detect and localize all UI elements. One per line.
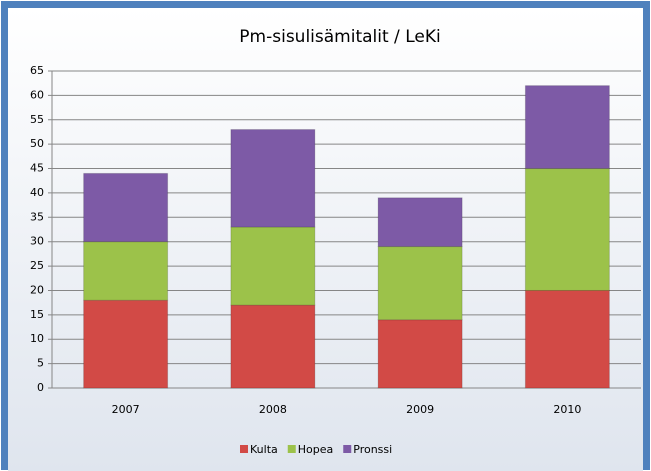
x-tick-label: 2008 [259,403,287,416]
x-tick-label: 2007 [112,403,140,416]
x-tick-label: 2009 [406,403,434,416]
y-tick-label: 10 [30,332,44,345]
bar-segment [230,304,316,389]
y-tick-label: 20 [30,283,44,296]
legend-label: Kulta [250,443,278,456]
y-tick-label: 30 [30,235,44,248]
legend-marker [343,445,352,453]
y-tick-label: 35 [30,210,44,223]
y-tick-label: 60 [30,88,44,101]
legend-label: Hopea [298,443,334,456]
bar-segment [230,129,316,228]
y-tick-label: 0 [37,381,44,394]
legend-label: Pronssi [353,443,392,456]
bar-segment [377,246,463,321]
bar-segment [83,172,169,243]
x-tick-label: 2010 [553,403,581,416]
bar-segment [377,197,463,248]
y-tick-label: 25 [30,259,44,272]
y-tick-label: 50 [30,137,44,150]
bar-segment [524,85,610,170]
y-tick-label: 65 [30,64,44,77]
y-tick-label: 5 [37,357,44,370]
bar-segment [524,289,610,389]
bar-segment [83,299,169,389]
bar-segment [524,168,610,291]
bar-segment [83,241,169,301]
bar-segment [230,226,316,306]
bar-segment [377,319,463,389]
chart-title: Pm-sisulisämitalit / LeKi [239,27,440,47]
legend-marker [287,445,296,453]
y-tick-label: 45 [30,162,44,175]
y-tick-label: 15 [30,308,44,321]
y-tick-label: 55 [30,113,44,126]
legend-marker [240,445,248,453]
y-tick-label: 40 [30,186,44,199]
